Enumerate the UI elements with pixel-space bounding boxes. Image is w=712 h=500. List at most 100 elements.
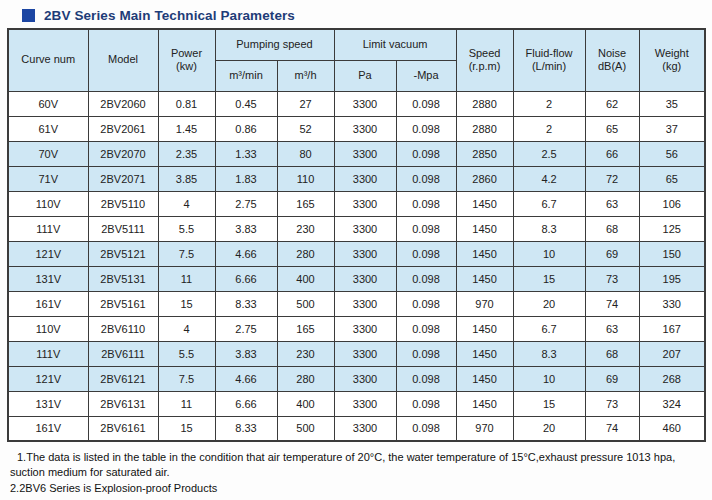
table-row: 131V2BV6131116.6640033000.09814501573324 xyxy=(8,391,705,416)
cell-m3min: 4.66 xyxy=(215,241,277,266)
col-header-m3h: m³/h xyxy=(277,60,334,91)
footnote-2: 2.2BV6 Series is Explosion-proof Product… xyxy=(10,481,704,496)
cell-pa: 3300 xyxy=(334,216,396,241)
cell-speed: 2880 xyxy=(456,91,513,116)
cell-power: 5.5 xyxy=(158,216,215,241)
cell-mpa: 0.098 xyxy=(396,216,456,241)
table-row: 60V2BV20600.810.452733000.098288026235 xyxy=(8,91,705,116)
cell-curve: 131V xyxy=(8,391,88,416)
header-row-1: Curve num Model Power (kw) Pumping speed… xyxy=(8,29,705,60)
cell-mpa: 0.098 xyxy=(396,291,456,316)
cell-power: 11 xyxy=(158,266,215,291)
col-header-speed: Speed (r.p.m) xyxy=(456,29,513,91)
cell-m3min: 0.86 xyxy=(215,116,277,141)
cell-speed: 2850 xyxy=(456,141,513,166)
col-header-m3min: m³/min xyxy=(215,60,277,91)
table-row: 131V2BV5131116.6640033000.09814501573195 xyxy=(8,266,705,291)
table-row: 71V2BV20713.851.8311033000.09828604.2726… xyxy=(8,166,705,191)
cell-noise: 72 xyxy=(585,166,639,191)
cell-power: 5.5 xyxy=(158,341,215,366)
cell-fluid: 8.3 xyxy=(513,216,585,241)
cell-curve: 61V xyxy=(8,116,88,141)
cell-fluid: 2 xyxy=(513,91,585,116)
cell-m3h: 280 xyxy=(277,241,334,266)
cell-model: 2BV6131 xyxy=(88,391,158,416)
cell-m3min: 8.33 xyxy=(215,416,277,441)
cell-noise: 65 xyxy=(585,116,639,141)
cell-pa: 3300 xyxy=(334,416,396,441)
cell-power: 15 xyxy=(158,291,215,316)
cell-pa: 3300 xyxy=(334,366,396,391)
cell-curve: 121V xyxy=(8,366,88,391)
cell-power: 15 xyxy=(158,416,215,441)
cell-m3h: 280 xyxy=(277,366,334,391)
cell-curve: 161V xyxy=(8,416,88,441)
cell-m3h: 52 xyxy=(277,116,334,141)
cell-model: 2BV2060 xyxy=(88,91,158,116)
cell-pa: 3300 xyxy=(334,391,396,416)
cell-mpa: 0.098 xyxy=(396,266,456,291)
cell-fluid: 10 xyxy=(513,366,585,391)
cell-pa: 3300 xyxy=(334,291,396,316)
cell-speed: 1450 xyxy=(456,366,513,391)
cell-m3h: 80 xyxy=(277,141,334,166)
table-row: 110V2BV511042.7516533000.09814506.763106 xyxy=(8,191,705,216)
cell-speed: 1450 xyxy=(456,191,513,216)
cell-pa: 3300 xyxy=(334,191,396,216)
cell-m3min: 6.66 xyxy=(215,266,277,291)
cell-weight: 106 xyxy=(639,191,705,216)
cell-fluid: 6.7 xyxy=(513,191,585,216)
cell-weight: 268 xyxy=(639,366,705,391)
cell-fluid: 8.3 xyxy=(513,341,585,366)
col-header-mpa: -Mpa xyxy=(396,60,456,91)
cell-speed: 1450 xyxy=(456,266,513,291)
cell-pa: 3300 xyxy=(334,141,396,166)
cell-pa: 3300 xyxy=(334,116,396,141)
cell-noise: 63 xyxy=(585,191,639,216)
cell-m3h: 230 xyxy=(277,341,334,366)
cell-curve: 71V xyxy=(8,166,88,191)
cell-noise: 63 xyxy=(585,316,639,341)
cell-power: 4 xyxy=(158,191,215,216)
table-row: 121V2BV51217.54.6628033000.0981450106915… xyxy=(8,241,705,266)
col-header-pumping-speed: Pumping speed xyxy=(215,29,334,60)
cell-m3h: 27 xyxy=(277,91,334,116)
table-row: 61V2BV20611.450.865233000.098288026537 xyxy=(8,116,705,141)
cell-pa: 3300 xyxy=(334,91,396,116)
cell-mpa: 0.098 xyxy=(396,366,456,391)
cell-m3h: 230 xyxy=(277,216,334,241)
cell-mpa: 0.098 xyxy=(396,91,456,116)
cell-m3h: 500 xyxy=(277,416,334,441)
cell-fluid: 2.5 xyxy=(513,141,585,166)
cell-model: 2BV6121 xyxy=(88,366,158,391)
cell-weight: 460 xyxy=(639,416,705,441)
cell-m3min: 4.66 xyxy=(215,366,277,391)
cell-curve: 60V xyxy=(8,91,88,116)
cell-noise: 74 xyxy=(585,416,639,441)
cell-model: 2BV5161 xyxy=(88,291,158,316)
footnotes: 1.The data is listed in the table in the… xyxy=(10,450,704,496)
cell-m3h: 165 xyxy=(277,191,334,216)
cell-mpa: 0.098 xyxy=(396,416,456,441)
table-row: 121V2BV61217.54.6628033000.0981450106926… xyxy=(8,366,705,391)
cell-weight: 207 xyxy=(639,341,705,366)
cell-weight: 37 xyxy=(639,116,705,141)
section-title-row: 2BV Series Main Technical Parameters xyxy=(0,0,712,24)
cell-m3h: 110 xyxy=(277,166,334,191)
cell-noise: 74 xyxy=(585,291,639,316)
cell-mpa: 0.098 xyxy=(396,316,456,341)
table-body: 60V2BV20600.810.452733000.09828802623561… xyxy=(8,91,705,441)
col-header-power: Power (kw) xyxy=(158,29,215,91)
cell-speed: 2880 xyxy=(456,116,513,141)
cell-weight: 167 xyxy=(639,316,705,341)
cell-pa: 3300 xyxy=(334,166,396,191)
col-header-weight: Weight (kg) xyxy=(639,29,705,91)
cell-curve: 161V xyxy=(8,291,88,316)
cell-curve: 110V xyxy=(8,316,88,341)
cell-m3min: 1.33 xyxy=(215,141,277,166)
cell-m3h: 500 xyxy=(277,291,334,316)
cell-speed: 2860 xyxy=(456,166,513,191)
col-header-fluid-flow: Fluid-flow (L/min) xyxy=(513,29,585,91)
spec-table: Curve num Model Power (kw) Pumping speed… xyxy=(7,28,706,442)
cell-power: 3.85 xyxy=(158,166,215,191)
